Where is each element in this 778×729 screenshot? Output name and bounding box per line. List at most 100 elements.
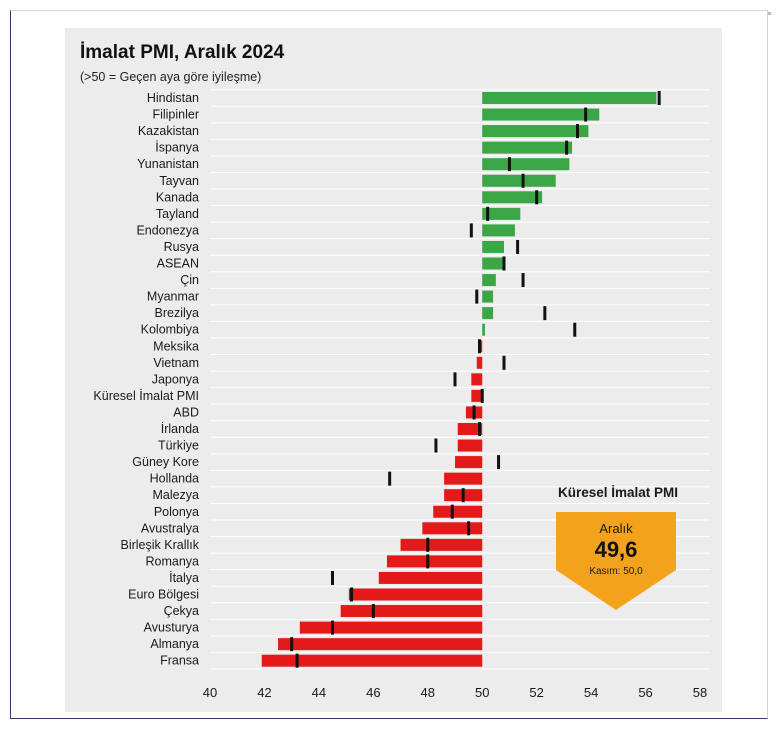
previous-marker bbox=[543, 306, 547, 321]
category-label: Çekya bbox=[164, 604, 199, 618]
x-tick-label: 46 bbox=[366, 685, 380, 700]
category-label: Türkiye bbox=[158, 439, 199, 453]
category-label: Birleşik Krallık bbox=[121, 538, 200, 552]
bar bbox=[433, 505, 483, 518]
category-label: Euro Bölgesi bbox=[128, 588, 199, 602]
callout-badge bbox=[556, 512, 676, 610]
previous-marker bbox=[521, 273, 525, 288]
previous-marker bbox=[486, 206, 490, 221]
bar bbox=[457, 423, 483, 435]
previous-marker bbox=[565, 140, 569, 155]
category-label: Kolombiya bbox=[141, 323, 199, 337]
category-label: Brezilya bbox=[155, 306, 200, 320]
bar bbox=[455, 456, 483, 469]
bar bbox=[482, 92, 657, 104]
category-label: İrlanda bbox=[161, 422, 199, 436]
previous-marker bbox=[480, 388, 484, 403]
bar bbox=[482, 290, 494, 303]
category-label: Myanmar bbox=[147, 290, 199, 304]
bar bbox=[471, 373, 483, 386]
bar bbox=[482, 108, 600, 121]
bar bbox=[476, 356, 483, 369]
previous-marker bbox=[521, 173, 525, 188]
category-label: Rusya bbox=[164, 240, 199, 254]
previous-marker bbox=[502, 355, 506, 370]
previous-marker bbox=[426, 537, 430, 552]
category-label: Tayland bbox=[156, 207, 199, 221]
category-label: Meksika bbox=[153, 339, 199, 353]
previous-marker bbox=[502, 256, 506, 271]
x-tick-label: 44 bbox=[312, 685, 326, 700]
category-label: Çin bbox=[180, 273, 199, 287]
previous-marker bbox=[295, 653, 299, 668]
bar bbox=[482, 158, 570, 171]
category-label: Malezya bbox=[152, 488, 199, 502]
previous-marker bbox=[657, 91, 661, 105]
x-tick-label: 42 bbox=[257, 685, 271, 700]
category-label: İtalya bbox=[169, 571, 199, 585]
bar bbox=[482, 141, 573, 154]
category-label: Kanada bbox=[156, 190, 199, 204]
bar bbox=[378, 571, 483, 584]
category-label: Hindistan bbox=[147, 91, 199, 105]
x-tick-label: 48 bbox=[421, 685, 435, 700]
previous-marker bbox=[535, 190, 539, 205]
x-tick-label: 54 bbox=[584, 685, 598, 700]
bar bbox=[299, 621, 483, 634]
category-label: Avusturya bbox=[144, 621, 199, 635]
previous-marker bbox=[469, 223, 473, 238]
bar bbox=[340, 605, 483, 618]
category-label: Vietnam bbox=[153, 356, 199, 370]
bar bbox=[261, 654, 483, 667]
category-label: Yunanistan bbox=[137, 157, 199, 171]
previous-marker bbox=[516, 239, 520, 254]
previous-marker bbox=[426, 554, 430, 569]
bar bbox=[278, 638, 483, 651]
previous-marker bbox=[478, 339, 481, 354]
category-label: Almanya bbox=[150, 637, 199, 651]
chart-subtitle: (>50 = Geçen aya göre iyileşme) bbox=[80, 70, 262, 84]
previous-marker bbox=[388, 471, 392, 486]
x-tick-label: 50 bbox=[475, 685, 489, 700]
previous-marker bbox=[350, 587, 354, 602]
previous-marker bbox=[507, 157, 511, 172]
bar bbox=[482, 257, 504, 270]
bar bbox=[482, 125, 589, 138]
category-label: İspanya bbox=[155, 141, 199, 155]
callout-title: Küresel İmalat PMI bbox=[557, 485, 679, 500]
bar bbox=[482, 207, 521, 220]
category-label: Polonya bbox=[154, 505, 199, 519]
x-tick-label: 56 bbox=[638, 685, 652, 700]
previous-marker bbox=[478, 422, 481, 436]
bar bbox=[422, 522, 483, 535]
previous-marker bbox=[450, 504, 454, 519]
category-label: ASEAN bbox=[157, 257, 199, 271]
bar bbox=[386, 555, 483, 568]
bar bbox=[482, 274, 496, 287]
previous-marker bbox=[461, 488, 465, 503]
previous-marker bbox=[576, 124, 579, 139]
corner-mark bbox=[768, 12, 771, 15]
bar bbox=[444, 472, 483, 485]
x-tick-label: 40 bbox=[203, 685, 217, 700]
x-tick-label: 58 bbox=[693, 685, 707, 700]
bar bbox=[482, 174, 556, 187]
category-label: Hollanda bbox=[150, 472, 199, 486]
bar bbox=[482, 323, 485, 336]
category-label: Fransa bbox=[160, 654, 199, 668]
category-label: ABD bbox=[173, 405, 199, 419]
bar bbox=[457, 439, 483, 452]
category-label: Küresel İmalat PMI bbox=[93, 389, 199, 403]
callout-previous: Kasım: 50,0 bbox=[589, 566, 643, 577]
bar bbox=[400, 538, 483, 551]
category-label: Avustralya bbox=[141, 521, 199, 535]
category-label: Tayvan bbox=[159, 174, 199, 188]
bar bbox=[482, 191, 543, 204]
previous-marker bbox=[475, 289, 479, 304]
category-label: Romanya bbox=[146, 554, 200, 568]
bar bbox=[482, 240, 504, 253]
previous-marker bbox=[453, 372, 457, 387]
category-label: Endonezya bbox=[136, 223, 199, 237]
bar bbox=[482, 307, 494, 320]
category-label: Kazakistan bbox=[138, 124, 199, 138]
